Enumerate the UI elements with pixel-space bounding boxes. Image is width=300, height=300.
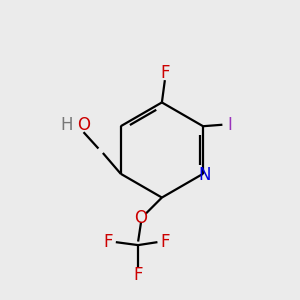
Text: N: N [198,166,211,184]
Text: F: F [160,233,170,251]
Text: F: F [134,266,143,284]
Text: H: H [61,116,73,134]
Text: F: F [103,233,113,251]
Text: O: O [135,209,148,227]
Text: F: F [160,64,170,82]
Text: O: O [77,116,90,134]
Text: I: I [227,116,232,134]
